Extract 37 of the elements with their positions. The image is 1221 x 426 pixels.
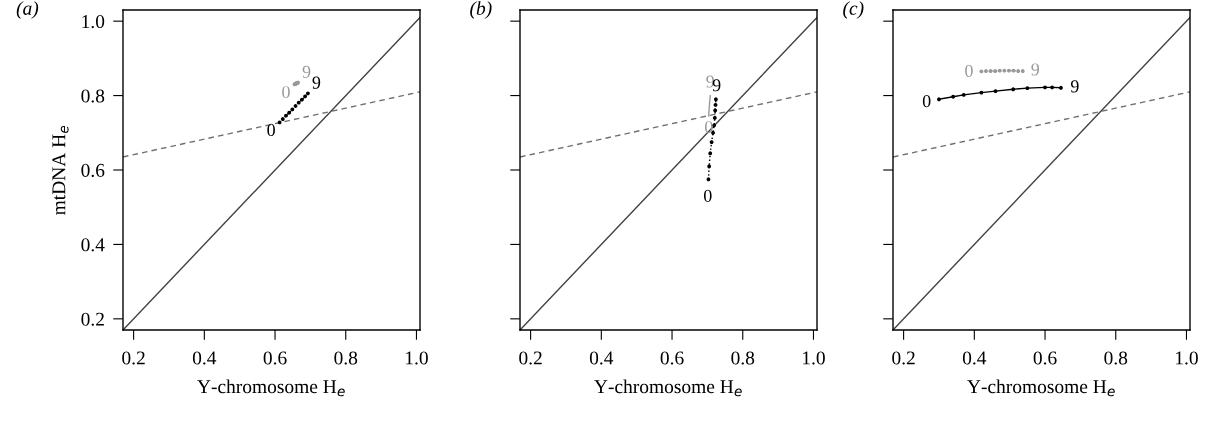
chart-title: (b) [470,1,492,19]
chart-title: (c) [843,1,864,19]
x-axis-title: Y-chromosome H$_{e}$ [594,379,742,397]
annotation: 9 [312,76,321,89]
y-tick-label: 0.4 [81,238,105,252]
y-tick-label: 0.8 [81,89,105,103]
x-tick-label: 0.6 [263,351,287,365]
annotation: 9 [712,79,721,92]
x-tick-label: 1.0 [406,351,428,365]
annotation: 0 [267,123,275,137]
x-tick-label: 0.6 [1033,351,1057,365]
annotation: 0 [703,189,712,202]
annotation: 9 [1070,80,1079,93]
annotation: 9 [302,65,311,78]
x-tick-label: 1.0 [803,351,825,365]
annotation: 0 [965,64,973,77]
x-tick-label: 0.4 [192,351,217,365]
x-tick-label: 0.2 [892,351,915,365]
x-tick-label: 1.0 [1176,351,1198,365]
y-tick-label: 0.2 [81,312,104,326]
x-tick-label: 0.8 [1104,351,1128,365]
x-tick-label: 0.4 [962,351,987,365]
x-tick-label: 0.8 [731,351,755,365]
x-tick-label: 0.6 [660,351,684,365]
annotation: 9 [1031,63,1040,76]
x-tick-label: 0.4 [589,351,614,365]
x-tick-label: 0.2 [519,351,542,365]
annotation: 0 [282,85,290,99]
y-axis-title: mtDNA H$_{e}$ [52,125,69,215]
x-tick-label: 0.8 [334,351,358,365]
y-tick-label: 0.6 [81,163,105,178]
y-tick-label: 1.0 [82,14,105,29]
x-axis-title: Y-chromosome H$_{e}$ [967,379,1115,397]
x-axis-title: Y-chromosome H$_{e}$ [197,379,345,397]
annotation: 0 [922,95,931,108]
chart-title: (a) [16,1,39,19]
x-tick-label: 0.2 [122,351,145,365]
